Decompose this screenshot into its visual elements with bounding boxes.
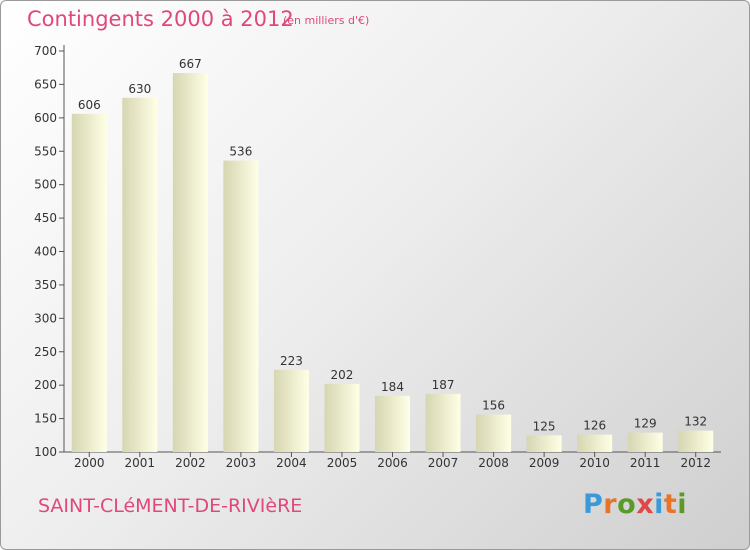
bar: [577, 434, 613, 452]
y-tick-label: 500: [34, 178, 57, 192]
x-tick-label: 2000: [74, 456, 105, 470]
bar: [223, 160, 259, 452]
bar: [526, 435, 562, 452]
bar-value-label: 223: [280, 354, 303, 368]
bar-value-label: 630: [128, 82, 151, 96]
bar-value-label: 187: [432, 378, 455, 392]
x-tick-label: 2002: [175, 456, 206, 470]
bar-value-label: 129: [634, 417, 657, 431]
bar-value-label: 606: [78, 98, 101, 112]
y-tick-label: 200: [34, 378, 57, 392]
bar: [476, 414, 512, 452]
bar: [122, 97, 158, 453]
bar-value-label: 536: [229, 145, 252, 159]
x-tick-label: 2004: [276, 456, 307, 470]
x-tick-label: 2012: [680, 456, 711, 470]
y-tick-label: 450: [34, 211, 57, 225]
y-tick-label: 100: [34, 445, 57, 459]
brand-letter: i: [677, 489, 688, 520]
commune-name: SAINT-CLéMENT-DE-RIVIèRE: [38, 495, 303, 517]
x-tick-label: 2008: [478, 456, 509, 470]
bar: [273, 369, 309, 452]
bar: [71, 113, 107, 452]
x-tick-label: 2005: [327, 456, 358, 470]
brand-letter: i: [654, 489, 664, 520]
y-tick-label: 300: [34, 311, 57, 325]
y-tick-label: 650: [34, 77, 57, 91]
bar-value-label: 156: [482, 399, 505, 413]
x-tick-label: 2007: [428, 456, 459, 470]
brand-letter: r: [603, 489, 618, 520]
brand-letter: t: [663, 489, 678, 520]
chart-title: Contingents 2000 à 2012: [27, 7, 294, 31]
bar: [678, 430, 714, 452]
x-tick-label: 2001: [125, 456, 156, 470]
bar-value-label: 667: [179, 57, 202, 71]
brand-letter: P: [583, 489, 604, 520]
bar: [375, 395, 410, 452]
y-tick-label: 550: [34, 144, 57, 158]
bar: [425, 393, 461, 452]
y-tick-label: 400: [34, 245, 57, 259]
bar-value-label: 184: [381, 380, 404, 394]
brand-letter: o: [617, 489, 637, 520]
y-tick-label: 700: [34, 44, 57, 58]
y-tick-label: 250: [34, 345, 57, 359]
bar-value-label: 202: [331, 368, 354, 382]
proxiti-logo[interactable]: Proxiti: [583, 489, 687, 520]
bar: [627, 432, 663, 452]
y-tick-label: 600: [34, 111, 57, 125]
y-tick-label: 150: [34, 412, 57, 426]
x-tick-label: 2009: [529, 456, 560, 470]
x-tick-label: 2011: [630, 456, 661, 470]
chart-subtitle: (en milliers d'€): [283, 14, 370, 27]
bar: [324, 383, 360, 452]
bar-value-label: 126: [583, 419, 606, 433]
bar-value-label: 125: [533, 419, 556, 433]
bar: [172, 73, 208, 453]
x-tick-label: 2003: [226, 456, 257, 470]
x-tick-label: 2006: [377, 456, 408, 470]
x-tick-label: 2010: [579, 456, 610, 470]
bar-value-label: 132: [684, 415, 707, 429]
brand-letter: x: [636, 489, 655, 520]
y-tick-label: 350: [34, 278, 57, 292]
